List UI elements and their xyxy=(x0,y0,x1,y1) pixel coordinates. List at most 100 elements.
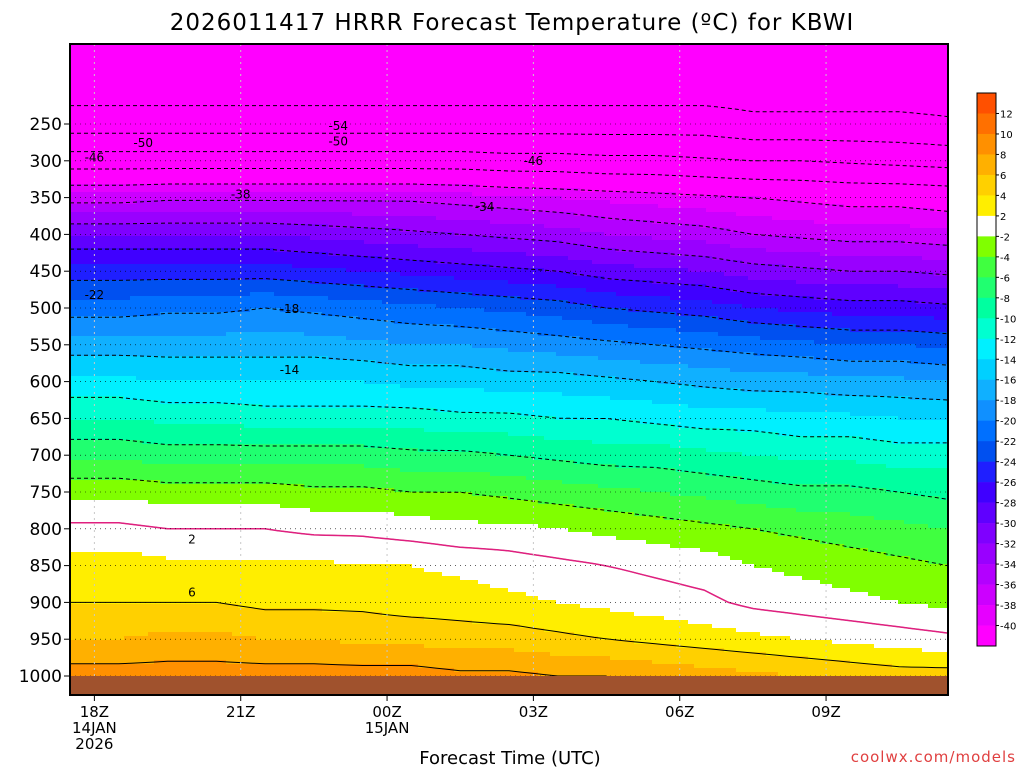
temp-cell-1091 xyxy=(106,496,113,501)
temp-cell-4241 xyxy=(226,56,233,61)
temp-cell-4818 xyxy=(244,408,251,413)
temp-cell-1843 xyxy=(136,244,143,249)
temp-cell-3357 xyxy=(190,432,197,437)
temp-cell-2821 xyxy=(172,244,179,249)
temp-cell-604 xyxy=(88,504,95,509)
temp-cell-4720 xyxy=(238,668,245,673)
temp-cell-4544 xyxy=(232,616,239,621)
temp-cell-2555 xyxy=(160,484,167,489)
temp-cell-4252 xyxy=(226,100,233,105)
temp-cell-3739 xyxy=(202,656,209,661)
temp-cell-2198 xyxy=(148,360,155,365)
temp-cell-1905 xyxy=(136,492,143,497)
temp-cell-2083 xyxy=(142,552,149,557)
temp-cell-1477 xyxy=(124,84,131,89)
temp-cell-4566 xyxy=(238,52,245,57)
temp-cell-4694 xyxy=(238,564,245,569)
temp-cell-1340 xyxy=(118,188,125,193)
temp-cell-4978 xyxy=(250,396,257,401)
temp-cell-1882 xyxy=(136,400,143,405)
temp-cell-3363 xyxy=(190,456,197,461)
temp-cell-1922 xyxy=(136,560,143,565)
temp-cell-906 xyxy=(100,408,107,413)
temp-cell-3798 xyxy=(208,240,215,245)
temp-cell-4710 xyxy=(238,628,245,633)
temp-cell-1896 xyxy=(136,456,143,461)
temp-cell-458 xyxy=(82,572,89,577)
temp-cell-3354 xyxy=(190,420,197,425)
temp-cell-3492 xyxy=(196,320,203,325)
temp-cell-4294 xyxy=(226,268,233,273)
temp-cell-301 xyxy=(76,596,83,601)
temp-cell-987 xyxy=(106,80,113,85)
temp-cell-3587 xyxy=(202,48,209,53)
temp-cell-3049 xyxy=(178,504,185,509)
temp-cell-3826 xyxy=(208,352,215,357)
temp-cell-2099 xyxy=(142,616,149,621)
temp-cell-1592 xyxy=(124,544,131,549)
temp-cell-272 xyxy=(76,480,83,485)
temp-cell-1374 xyxy=(118,324,125,329)
temp-cell-559 xyxy=(88,324,95,329)
temp-cell-1258 xyxy=(112,512,119,517)
temp-cell-3440 xyxy=(196,112,203,117)
temp-cell-562 xyxy=(88,336,95,341)
temp-cell-2070 xyxy=(142,500,149,505)
temp-cell-2266 xyxy=(148,632,155,637)
temp-cell-4650 xyxy=(238,388,245,393)
temp-cell-2694 xyxy=(166,388,173,393)
temp-cell-4717 xyxy=(238,656,245,661)
temp-cell-4360 xyxy=(226,532,233,537)
temp-cell-4933 xyxy=(250,216,257,221)
temp-cell-4683 xyxy=(238,520,245,525)
temp-cell-2947 xyxy=(178,96,185,101)
temp-cell-2249 xyxy=(148,564,155,569)
temp-cell-3958 xyxy=(214,228,221,233)
temp-cell-1028 xyxy=(106,244,113,249)
temp-cell-468 xyxy=(82,612,89,617)
temp-cell-2558 xyxy=(160,496,167,501)
temp-cell-2582 xyxy=(160,592,167,597)
temp-cell-4554 xyxy=(232,656,239,661)
temp-cell-4944 xyxy=(250,260,257,265)
temp-cell-1595 xyxy=(124,556,131,561)
temp-cell-1108 xyxy=(106,564,113,569)
temp-cell-1904 xyxy=(136,488,143,493)
temp-cell-4203 xyxy=(220,556,227,561)
temp-cell-1159 xyxy=(112,116,119,121)
temp-cell-342 xyxy=(82,108,89,113)
temp-cell-1470 xyxy=(124,56,131,61)
temp-cell-4875 xyxy=(244,636,251,641)
temp-cell-305 xyxy=(76,612,83,617)
temp-cell-2148 xyxy=(148,160,155,165)
temp-cell-2873 xyxy=(172,452,179,457)
temp-cell-2204 xyxy=(148,384,155,389)
temp-cell-851 xyxy=(100,188,107,193)
temp-cell-2387 xyxy=(154,464,161,469)
temp-cell-2015 xyxy=(142,280,149,285)
temp-cell-4592 xyxy=(238,156,245,161)
temp-cell-2355 xyxy=(154,336,161,341)
temp-cell-3079 xyxy=(178,624,185,629)
temp-cell-3520 xyxy=(196,432,203,437)
temp-cell-1702 xyxy=(130,332,137,337)
temp-cell-688 xyxy=(94,188,101,193)
temp-cell-1253 xyxy=(112,492,119,497)
temp-cell-570 xyxy=(88,368,95,373)
temp-cell-3657 xyxy=(202,328,209,333)
temp-cell-2881 xyxy=(172,484,179,489)
temp-cell-4776 xyxy=(244,240,251,245)
temp-cell-4018 xyxy=(214,468,221,473)
temp-cell-938 xyxy=(100,536,107,541)
temp-cell-1709 xyxy=(130,360,137,365)
temp-cell-478 xyxy=(82,652,89,657)
temp-cell-4343 xyxy=(226,464,233,469)
temp-cell-4374 xyxy=(226,588,233,593)
temp-cell-2295 xyxy=(154,96,161,101)
temp-cell-1689 xyxy=(130,280,137,285)
temp-cell-2825 xyxy=(172,260,179,265)
temp-cell-2428 xyxy=(154,628,161,633)
temp-cell-3649 xyxy=(202,296,209,301)
temp-cell-1133 xyxy=(106,664,113,669)
temp-cell-864 xyxy=(100,240,107,245)
